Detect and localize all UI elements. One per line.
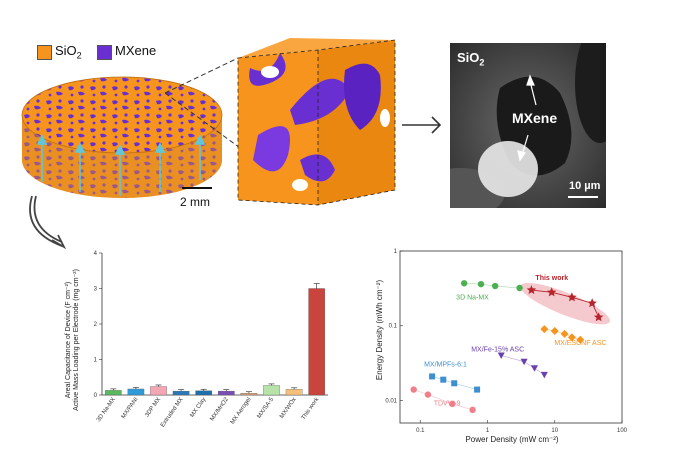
data-point: [516, 284, 523, 292]
data-point: [424, 391, 432, 398]
bar-x-tick-label: MX/SA-5: [256, 396, 275, 420]
bar: [127, 388, 145, 396]
cube-zoom: [237, 38, 396, 206]
bar: [195, 390, 212, 396]
sem-scale-label: 10 µm: [569, 180, 601, 192]
bar-x-tick-label: Extruded MX: [160, 397, 185, 429]
bar-y-tick-label: 1: [94, 358, 98, 364]
scatter-frame: [399, 250, 623, 424]
series-line: [432, 376, 478, 390]
bar-x-tick-label: MX/PANI: [121, 396, 140, 420]
sio2-legend-label: SiO2: [55, 43, 82, 61]
scatter-x-tick-label: 0.1: [416, 428, 425, 434]
data-point: [576, 335, 585, 344]
bar-y-tick-label: 0: [94, 393, 98, 399]
bar: [308, 288, 325, 396]
bar: [172, 390, 190, 396]
data-point: [567, 333, 576, 342]
data-point: [460, 280, 468, 287]
curved-arrow-icon: [29, 195, 67, 250]
mxene-legend-label: MXene: [115, 43, 157, 58]
scatter-y-tick-label: 0.01: [385, 398, 397, 404]
bar-y-tick-label: 4: [94, 251, 98, 257]
data-point: [520, 358, 528, 366]
bar: [150, 386, 167, 396]
series-label: This work: [535, 275, 568, 282]
sio2-legend-swatch: [37, 45, 52, 60]
data-point: [477, 280, 485, 288]
data-point: [410, 386, 417, 393]
data-point: [451, 380, 458, 387]
sem-sio2-label: SiO2: [457, 50, 485, 68]
scatter-y-tick-label: 0.1: [389, 324, 398, 330]
bar: [240, 393, 258, 396]
data-point: [429, 373, 436, 380]
data-point: [474, 386, 481, 393]
series-line: [464, 283, 520, 289]
data-point: [540, 371, 548, 379]
mxene-legend-swatch: [97, 45, 112, 60]
data-point: [540, 325, 549, 334]
bar-x-tick-label: MX/MnO2: [210, 396, 231, 422]
bar-chart: Areal Capacitance of Device (F cm⁻²) Act…: [65, 251, 328, 429]
this-work-highlight: [520, 282, 610, 325]
data-point: [526, 285, 537, 295]
scatter-y-tick-label: 1: [394, 249, 398, 255]
data-point: [497, 352, 505, 359]
sample-disc: [21, 76, 223, 198]
scale-bar-label: 2 mm: [180, 195, 210, 209]
bar-ylabel: Areal Capacitance of Device (F cm⁻²): [65, 282, 72, 399]
bar-x-tick-label: MX Clay: [189, 397, 207, 419]
data-point: [440, 376, 447, 383]
scatter-x-tick-label: 1: [486, 428, 490, 434]
bar-x-tick-label: This work: [301, 396, 321, 421]
data-point: [593, 312, 604, 322]
bar-x-tick-label: 3D Na-MX: [96, 397, 117, 423]
series-label: MX/Fe-15% ASC: [471, 346, 524, 353]
bar-x-tick-label: 3DP MX: [144, 397, 162, 419]
ragone-chart: Energy Density (mWh cm⁻²) Power Density …: [375, 249, 628, 444]
sem-mxene-label: MXene: [512, 110, 558, 126]
scatter-x-tick-label: 100: [617, 428, 628, 434]
data-point: [587, 298, 597, 308]
series-line: [501, 355, 545, 376]
bar-y-tick-label: 3: [94, 287, 98, 293]
data-point: [469, 406, 476, 414]
bar: [218, 390, 235, 396]
data-point: [546, 287, 557, 297]
sem-image: [450, 43, 606, 208]
scatter-xlabel: Power Density (mW cm⁻²): [465, 435, 558, 444]
arrow-right-icon: [402, 116, 442, 134]
series-line: [413, 389, 473, 411]
bar-ylabel2: Active Mass Loading per Electrode (mg cm…: [73, 269, 80, 411]
data-point: [491, 282, 499, 290]
series-label: MX/MPFs-6:1: [424, 361, 467, 368]
data-point: [531, 365, 539, 372]
data-point: [567, 292, 577, 302]
series-label: 3D Na-MX: [456, 294, 489, 301]
series-label: TDVW-9: [434, 401, 461, 408]
lattice-illustration: [21, 38, 442, 250]
bar: [105, 390, 122, 396]
series-label: MX/ESCNF ASC: [554, 340, 606, 347]
data-point: [560, 329, 569, 338]
bar-x-tick-label: MX Aerogel: [230, 397, 253, 426]
bar-x-tick-label: MX/WOx: [279, 397, 298, 420]
scatter-ylabel: Energy Density (mWh cm⁻²): [375, 280, 384, 381]
bar: [285, 389, 303, 396]
data-point: [550, 327, 559, 336]
data-point: [449, 400, 456, 408]
bar: [263, 385, 280, 396]
bar-y-tick-label: 2: [94, 322, 98, 328]
scatter-x-tick-label: 10: [551, 428, 558, 434]
